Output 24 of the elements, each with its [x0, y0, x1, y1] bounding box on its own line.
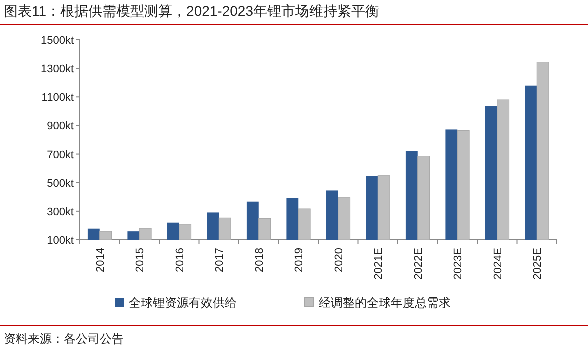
x-tick-label: 2021E: [373, 248, 386, 280]
y-tick-label: 100kt: [47, 235, 74, 247]
y-tick-label: 500kt: [47, 178, 74, 190]
annotation: 资料来源：各公司公告: [4, 332, 124, 346]
x-tick-label: 2020: [333, 248, 346, 272]
legend-label: 经调整的全球年度总需求: [319, 296, 451, 310]
y-tick-label: 1300kt: [40, 64, 74, 76]
x-tick-label: 2022E: [412, 248, 425, 280]
legend-label: 全球锂资源有效供给: [129, 296, 237, 310]
y-tick-label: 1500kt: [40, 35, 74, 47]
x-tick-label: 2017: [214, 248, 226, 272]
x-tick-label: 2023E: [452, 248, 465, 280]
y-tick-label: 300kt: [47, 206, 74, 218]
y-tick-label: 700kt: [47, 149, 74, 162]
x-tick-label: 2014: [94, 248, 107, 272]
y-tick-label: 1100kt: [42, 92, 74, 104]
y-tick-label: 900kt: [47, 120, 74, 133]
x-tick-label: 2018: [254, 248, 266, 272]
title: 图表11：根据供需模型测算，2021-2023年锂市场维持紧平衡: [4, 3, 380, 19]
x-tick-label: 2025E: [532, 248, 544, 280]
x-tick-label: 2019: [294, 248, 306, 272]
x-tick-label: 2016: [174, 248, 186, 272]
x-tick-label: 2015: [134, 248, 147, 272]
x-tick-label: 2024E: [492, 248, 504, 280]
